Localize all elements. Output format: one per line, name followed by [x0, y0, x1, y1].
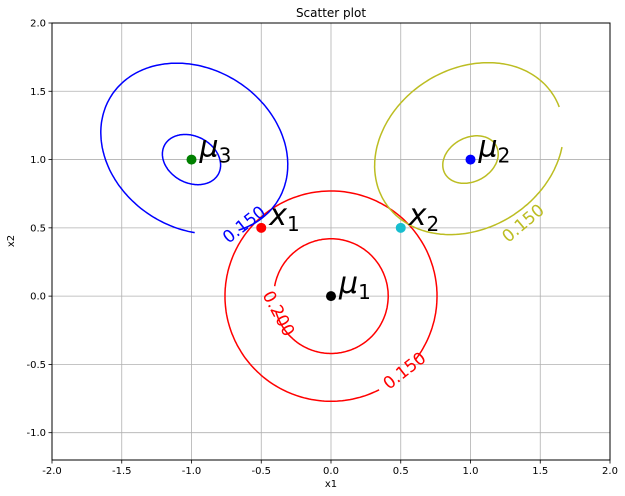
x-tick-label: 0.5	[393, 466, 409, 477]
point-label-symbol: μ	[478, 130, 498, 165]
point-label: μ3	[199, 130, 232, 168]
point-label-symbol: x	[408, 198, 427, 233]
contour-line	[224, 190, 438, 403]
point-label-subscript: 1	[287, 212, 300, 236]
data-point	[256, 222, 267, 233]
contour-line	[100, 62, 289, 234]
y-tick-label: 1.5	[30, 87, 46, 98]
x-tick-label: -1.0	[182, 466, 202, 477]
y-tick-label: -1.0	[26, 428, 46, 439]
point-label-subscript: 1	[358, 280, 371, 304]
x-tick-label: 1.0	[463, 466, 479, 477]
point-label: μ1	[338, 266, 371, 304]
y-tick-label: 2.0	[30, 19, 46, 30]
point-label-subscript: 2	[498, 144, 511, 168]
x-tick-label: -2.0	[42, 466, 62, 477]
x-tick-label: -1.5	[112, 466, 132, 477]
y-tick-label: 0.5	[30, 223, 46, 234]
point-label-symbol: μ	[338, 266, 358, 301]
contour-line	[442, 135, 499, 185]
x-tick-label: 1.5	[532, 466, 548, 477]
point-label-subscript: 2	[427, 212, 440, 236]
x-tick-label: 2.0	[602, 466, 618, 477]
point-label: x1	[268, 198, 300, 236]
y-tick-label: 1.0	[30, 155, 46, 166]
data-point	[186, 154, 197, 165]
x-tick-label: -0.5	[251, 466, 271, 477]
contour-line	[373, 61, 563, 236]
x-tick-label: 0.0	[323, 466, 339, 477]
data-point	[326, 291, 336, 302]
y-axis-label: x2	[6, 235, 17, 247]
x-axis-label: x1	[325, 479, 337, 490]
point-label-symbol: x	[268, 198, 287, 233]
chart-title: Scatter plot	[296, 6, 366, 20]
point-label-symbol: μ	[199, 130, 219, 165]
y-tick-label: 0.0	[30, 292, 46, 303]
contour-line	[273, 238, 389, 355]
data-point	[465, 154, 476, 165]
point-label-subscript: 3	[219, 144, 232, 168]
data-point	[395, 222, 406, 233]
y-axis-ticks: -1.0 -0.5 0.0 0.5 1.0 1.5 2.0	[26, 19, 52, 439]
point-label: x2	[408, 198, 440, 236]
contour-line	[161, 133, 222, 186]
x-axis-ticks: -2.0 -1.5 -1.0 -0.5 0.0 0.5 1.0 1.5 2.0	[42, 460, 618, 477]
y-tick-label: -0.5	[26, 360, 46, 371]
point-label: μ2	[478, 130, 511, 168]
